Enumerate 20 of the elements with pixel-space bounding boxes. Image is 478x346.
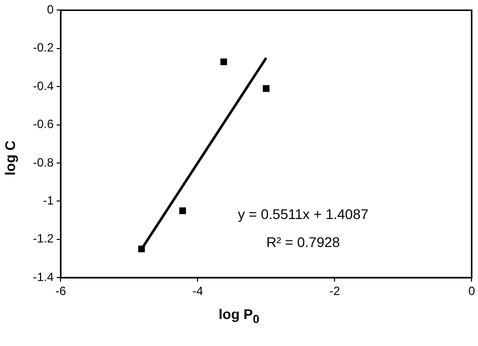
x-tick-label: -2 [329, 284, 340, 298]
x-tick-label: 0 [468, 284, 476, 298]
y-tick-label: -1.2 [32, 232, 54, 246]
point [179, 207, 186, 214]
y-tick-label: -0.6 [32, 117, 54, 132]
x-axis-title: log P$_{0}$ [218, 306, 260, 326]
x-tick-label: -4 [192, 284, 204, 298]
annotation: y = 0.5511x + 1.4087 [238, 206, 369, 222]
point [220, 58, 228, 66]
y-tick-label: -0.2 [32, 40, 54, 55]
point [138, 246, 145, 252]
y-tick-label: 0 [46, 2, 54, 17]
y-tick-label: -1.4 [32, 270, 54, 284]
x-tick-label: -6 [55, 284, 66, 298]
y-tick-label: -0.4 [32, 78, 54, 93]
annotation: R² = 0.7928 [266, 234, 340, 250]
y-axis-title: log C [2, 140, 18, 178]
point [262, 85, 270, 92]
y-tick-label: -1 [43, 194, 54, 208]
y-tick-label: -0.8 [32, 155, 54, 170]
